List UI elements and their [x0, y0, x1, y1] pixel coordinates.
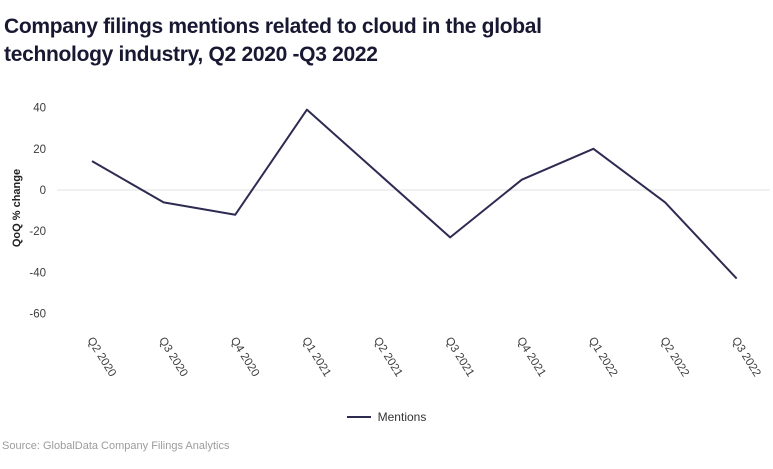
y-tick-label: 0 — [40, 185, 46, 197]
x-tick-label: Q2 2021 — [371, 335, 405, 379]
legend-line-swatch — [346, 416, 371, 418]
chart-title-line2: technology industry, Q2 2020 -Q3 2022 — [4, 43, 378, 66]
x-tick-label: Q4 2020 — [228, 335, 262, 379]
y-tick-label: 20 — [33, 144, 46, 156]
y-tick-label: -60 — [29, 309, 46, 321]
x-tick-label: Q3 2022 — [729, 335, 763, 379]
x-tick-label: Q3 2020 — [156, 335, 190, 379]
x-tick-label: Q2 2020 — [84, 335, 118, 379]
source-attribution: Source: GlobalData Company Filings Analy… — [2, 440, 230, 452]
x-tick-label: Q1 2021 — [299, 335, 333, 379]
x-tick-label: Q2 2022 — [657, 335, 691, 379]
legend: Mentions — [0, 410, 773, 424]
y-tick-label: -40 — [29, 267, 46, 279]
legend-label: Mentions — [377, 410, 427, 424]
y-tick-label: 40 — [33, 103, 46, 115]
chart-title: Company filings mentions related to clou… — [4, 13, 542, 69]
x-tick-label: Q4 2021 — [514, 335, 548, 379]
x-tick-label: Q1 2022 — [586, 335, 620, 379]
series-line-mentions — [91, 108, 738, 280]
y-tick-label: -20 — [29, 226, 46, 238]
x-tick-label: Q3 2021 — [443, 335, 477, 379]
chart-title-line1: Company filings mentions related to clou… — [4, 15, 542, 38]
